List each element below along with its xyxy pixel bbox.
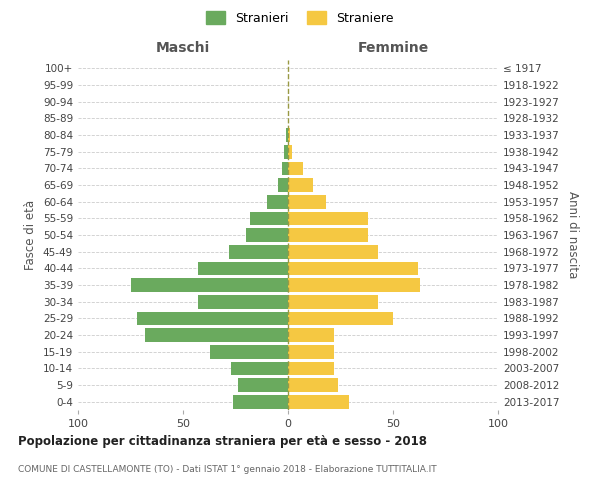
Bar (145, 328, 288, 342)
Bar (288, 395, 349, 408)
Bar (210, 345, 288, 358)
Bar (288, 228, 368, 242)
Bar (284, 145, 288, 158)
Bar (137, 312, 288, 325)
Bar (288, 362, 334, 375)
Bar (130, 278, 288, 292)
Bar (288, 345, 334, 358)
Bar (288, 262, 418, 275)
Bar (288, 162, 303, 175)
Bar (267, 195, 288, 208)
Bar (229, 245, 288, 258)
Bar (198, 262, 288, 275)
Bar (288, 295, 379, 308)
Bar (198, 295, 288, 308)
Text: Popolazione per cittadinanza straniera per età e sesso - 2018: Popolazione per cittadinanza straniera p… (18, 435, 427, 448)
Bar (288, 195, 326, 208)
Bar (288, 328, 334, 342)
Y-axis label: Fasce di età: Fasce di età (25, 200, 37, 270)
Bar (238, 378, 288, 392)
Bar (282, 162, 288, 175)
Bar (288, 245, 379, 258)
Y-axis label: Anni di nascita: Anni di nascita (566, 192, 579, 278)
Bar (250, 212, 288, 225)
Bar (233, 395, 288, 408)
Bar (286, 128, 288, 142)
Bar (288, 178, 313, 192)
Bar (288, 145, 292, 158)
Bar (277, 178, 288, 192)
Bar (288, 212, 368, 225)
Text: Femmine: Femmine (358, 41, 428, 55)
Bar (288, 278, 421, 292)
Bar (232, 362, 288, 375)
Bar (288, 312, 393, 325)
Text: COMUNE DI CASTELLAMONTE (TO) - Dati ISTAT 1° gennaio 2018 - Elaborazione TUTTITA: COMUNE DI CASTELLAMONTE (TO) - Dati ISTA… (18, 465, 437, 474)
Bar (246, 228, 288, 242)
Legend: Stranieri, Straniere: Stranieri, Straniere (202, 6, 398, 30)
Bar (288, 128, 290, 142)
Text: Maschi: Maschi (156, 41, 210, 55)
Bar (288, 378, 338, 392)
